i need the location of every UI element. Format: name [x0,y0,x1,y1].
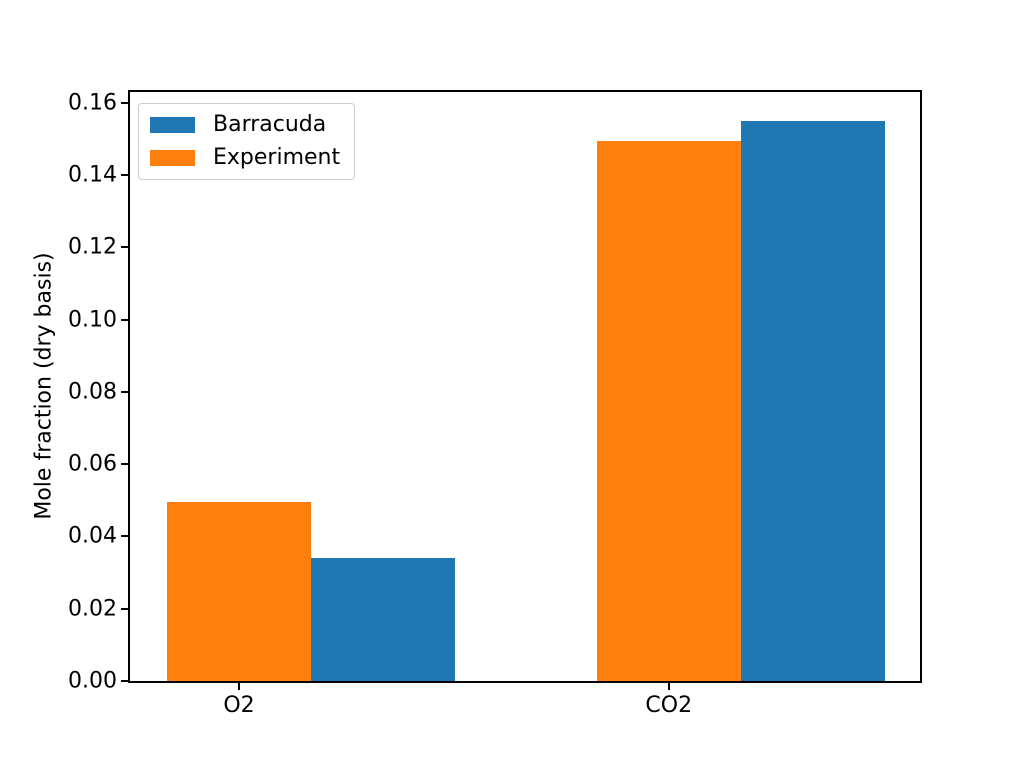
plot-area: Barracuda Experiment 0.00 0.02 0.04 0.06 0.08… [68,90,922,718]
y-axis-label: Mole fraction (dry basis) [31,252,57,520]
y-tick [121,318,128,321]
bar-barracuda-o2 [311,558,456,681]
y-tick [121,246,128,249]
y-tick-label: 0.00 [68,668,117,694]
legend-label-barracuda: Barracuda [213,112,327,137]
x-tick-label-o2: O2 [223,693,255,718]
y-tick-label: 0.06 [68,451,117,477]
y-tick-label: 0.16 [68,90,117,116]
y-tick-label: 0.04 [68,523,117,549]
legend-entry-barracuda: Barracuda [150,113,340,137]
y-tick [121,607,128,610]
y-tick-label: 0.12 [68,234,117,260]
y-tick [121,680,128,682]
legend-swatch-experiment [150,150,195,166]
y-tick [121,101,128,104]
legend-entry-experiment: Experiment [150,146,340,170]
y-tick-label: 0.14 [68,162,117,188]
y-tick [121,535,128,538]
legend-swatch-barracuda [150,117,195,133]
y-tick-label: 0.08 [68,379,117,405]
bar-barracuda-co2 [740,120,885,681]
y-tick [121,390,128,393]
x-tick [667,683,670,690]
y-tick-label: 0.02 [68,596,117,622]
x-tick-label-co2: CO2 [645,693,693,718]
legend-label-experiment: Experiment [213,145,341,170]
x-tick [238,683,241,690]
bar-experiment-co2 [596,140,741,681]
bar-experiment-o2 [167,501,312,681]
legend: Barracuda Experiment [138,103,356,180]
y-tick [121,463,128,466]
y-tick [121,174,128,177]
y-tick-label: 0.10 [68,307,117,333]
